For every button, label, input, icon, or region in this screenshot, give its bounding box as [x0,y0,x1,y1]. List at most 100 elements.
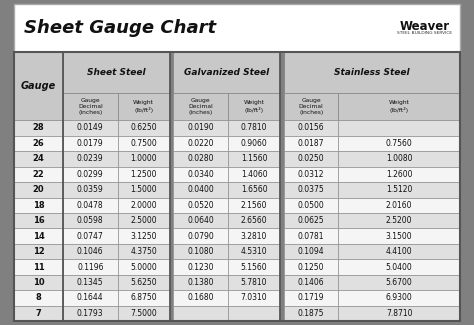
Bar [118,306,170,321]
Text: 16: 16 [33,216,45,225]
Bar [228,213,280,228]
Bar [14,52,460,321]
Bar [14,306,63,321]
Text: 0.0340: 0.0340 [187,170,214,179]
Text: 0.0280: 0.0280 [188,154,214,163]
Text: 7.8710: 7.8710 [386,309,412,318]
Bar [173,52,280,93]
Text: Weaver: Weaver [399,20,449,32]
Bar [338,167,460,182]
Bar [14,136,63,151]
Bar [338,290,460,306]
Text: 0.9060: 0.9060 [241,139,267,148]
Text: 4.3750: 4.3750 [130,247,157,256]
Bar [284,259,338,275]
Text: 0.1345: 0.1345 [77,278,104,287]
Text: Sheet Steel: Sheet Steel [87,68,146,77]
Text: 1.6560: 1.6560 [241,185,267,194]
Text: 3.2810: 3.2810 [241,232,267,240]
Text: 5.0000: 5.0000 [130,263,157,271]
Text: 2.5200: 2.5200 [386,216,412,225]
Text: 0.1080: 0.1080 [188,247,214,256]
Bar [284,167,338,182]
Bar [118,136,170,151]
Text: 3.1250: 3.1250 [130,232,157,240]
Bar [173,228,228,244]
Text: 10: 10 [33,278,45,287]
Bar [63,213,118,228]
Bar [14,4,460,52]
Bar [14,290,63,306]
Text: 0.0520: 0.0520 [187,201,214,210]
Bar [338,198,460,213]
Text: Galvanized Steel: Galvanized Steel [184,68,269,77]
Bar [14,182,63,198]
Bar [63,259,118,275]
Text: 18: 18 [33,201,45,210]
Bar [173,198,228,213]
Bar [338,275,460,290]
Text: 0.1406: 0.1406 [298,278,325,287]
Text: Weight
(lb/ft²): Weight (lb/ft²) [389,100,410,112]
Text: 0.0640: 0.0640 [187,216,214,225]
Text: 0.1875: 0.1875 [298,309,324,318]
Bar [14,52,63,120]
Text: 7.0310: 7.0310 [241,293,267,303]
Text: 5.6700: 5.6700 [386,278,412,287]
Bar [63,167,118,182]
Text: 1.5000: 1.5000 [130,185,157,194]
Text: 11: 11 [33,263,45,271]
Bar [338,136,460,151]
Bar [118,259,170,275]
Bar [284,136,338,151]
Text: STEEL BUILDING SERVICE: STEEL BUILDING SERVICE [397,31,452,34]
Text: 12: 12 [33,247,45,256]
Text: 0.7810: 0.7810 [241,124,267,133]
Bar [338,228,460,244]
Text: 0.6250: 0.6250 [130,124,157,133]
Text: 6.8750: 6.8750 [130,293,157,303]
Bar [338,306,460,321]
Bar [338,259,460,275]
Text: 0.0187: 0.0187 [298,139,324,148]
Text: 24: 24 [33,154,45,163]
Bar [228,228,280,244]
Text: 0.1094: 0.1094 [298,247,325,256]
Bar [118,275,170,290]
Bar [63,198,118,213]
Bar [63,275,118,290]
Bar [14,151,63,167]
Text: 0.0220: 0.0220 [188,139,214,148]
Text: 5.6250: 5.6250 [130,278,157,287]
Text: 0.0312: 0.0312 [298,170,324,179]
Text: 0.1680: 0.1680 [188,293,214,303]
Text: 2.5000: 2.5000 [130,216,157,225]
Text: 0.1230: 0.1230 [188,263,214,271]
Text: 0.0250: 0.0250 [298,154,325,163]
Bar [173,306,228,321]
Bar [14,244,63,259]
Text: 22: 22 [33,170,45,179]
Text: 1.2500: 1.2500 [130,170,157,179]
Bar [228,120,280,136]
Bar [63,93,118,120]
Bar [338,182,460,198]
Bar [338,244,460,259]
Text: 8: 8 [36,293,42,303]
Text: 4.4100: 4.4100 [386,247,412,256]
Bar [228,182,280,198]
Text: 5.0400: 5.0400 [386,263,412,271]
Text: 0.0478: 0.0478 [77,201,104,210]
Text: 0.1793: 0.1793 [77,309,104,318]
Text: Gauge
Decimal
(inches): Gauge Decimal (inches) [299,98,324,115]
Bar [173,213,228,228]
Text: 20: 20 [33,185,45,194]
Text: 5.7810: 5.7810 [241,278,267,287]
Bar [284,151,338,167]
Text: 1.5120: 1.5120 [386,185,412,194]
Text: 0.7500: 0.7500 [130,139,157,148]
Bar [338,93,460,120]
Bar [173,290,228,306]
Text: 1.0080: 1.0080 [386,154,412,163]
Bar [284,93,338,120]
